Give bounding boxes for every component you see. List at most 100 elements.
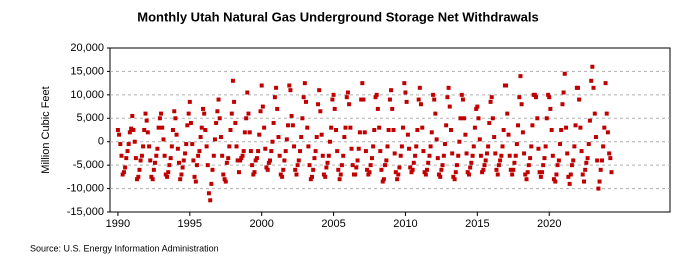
point: [317, 88, 322, 93]
point: [300, 116, 305, 121]
point: [294, 172, 299, 177]
point: [397, 165, 402, 170]
point: [389, 88, 394, 93]
point: [597, 179, 602, 184]
point: [271, 120, 276, 125]
point: [153, 160, 158, 165]
point: [259, 83, 264, 88]
point: [565, 151, 570, 156]
point: [160, 125, 165, 130]
point: [404, 99, 409, 104]
point: [275, 106, 280, 111]
point: [542, 156, 547, 161]
point: [449, 128, 454, 132]
point: [305, 125, 310, 130]
point: [234, 144, 239, 149]
point: [495, 172, 500, 177]
point: [592, 111, 597, 116]
point: [197, 149, 202, 154]
point: [290, 123, 295, 128]
y-tick-label: -10,000: [67, 182, 104, 194]
point: [175, 146, 180, 151]
point: [607, 151, 612, 156]
point: [280, 174, 285, 179]
point: [270, 139, 275, 144]
point: [124, 156, 129, 161]
point: [474, 106, 479, 111]
x-tick-label: 1995: [178, 218, 202, 230]
point: [345, 90, 350, 95]
point: [208, 198, 213, 203]
point: [268, 158, 273, 163]
point: [144, 118, 149, 123]
point: [519, 102, 524, 107]
point: [324, 165, 329, 170]
point: [276, 135, 281, 140]
point: [334, 128, 339, 132]
point: [413, 153, 418, 158]
point: [523, 172, 528, 177]
point: [222, 177, 227, 182]
point: [459, 92, 464, 97]
point: [383, 163, 388, 168]
point: [331, 92, 336, 97]
point: [373, 95, 378, 100]
point: [354, 165, 359, 170]
point: [566, 174, 571, 179]
point: [550, 153, 555, 158]
point: [186, 111, 191, 116]
point: [454, 163, 459, 168]
point: [344, 95, 349, 100]
point: [332, 106, 337, 111]
point: [194, 163, 199, 168]
point: [439, 167, 444, 172]
point: [442, 142, 447, 147]
point: [517, 95, 522, 100]
point: [227, 144, 232, 149]
point: [216, 97, 221, 102]
point: [411, 160, 416, 165]
point: [393, 170, 398, 175]
point: [481, 167, 486, 172]
point: [203, 128, 208, 132]
point: [589, 78, 594, 83]
point: [501, 128, 506, 132]
point: [469, 160, 474, 165]
point: [209, 181, 214, 186]
point: [432, 97, 437, 102]
point: [269, 149, 274, 154]
point: [190, 142, 195, 147]
point: [468, 165, 473, 170]
point: [544, 116, 549, 121]
point: [426, 160, 431, 165]
point: [277, 153, 282, 158]
point: [302, 81, 307, 86]
point: [193, 179, 198, 184]
y-tick-label: 15,000: [70, 65, 104, 77]
point: [238, 158, 243, 163]
point: [263, 146, 268, 151]
point: [252, 170, 257, 175]
point: [262, 125, 267, 130]
point: [147, 144, 152, 149]
point: [520, 130, 525, 135]
point: [561, 90, 566, 95]
point: [196, 153, 201, 158]
point: [242, 130, 247, 135]
point: [524, 177, 529, 182]
x-tick-label: 2015: [465, 218, 489, 230]
point: [609, 170, 614, 175]
point: [401, 125, 406, 130]
point: [215, 109, 220, 114]
point: [384, 158, 389, 163]
point: [191, 158, 196, 163]
point: [245, 90, 250, 95]
point: [143, 111, 148, 116]
point: [530, 123, 535, 128]
point: [436, 172, 441, 177]
point: [366, 172, 371, 177]
point: [398, 153, 403, 158]
point: [367, 170, 372, 175]
point: [375, 106, 380, 111]
point: [428, 144, 433, 149]
